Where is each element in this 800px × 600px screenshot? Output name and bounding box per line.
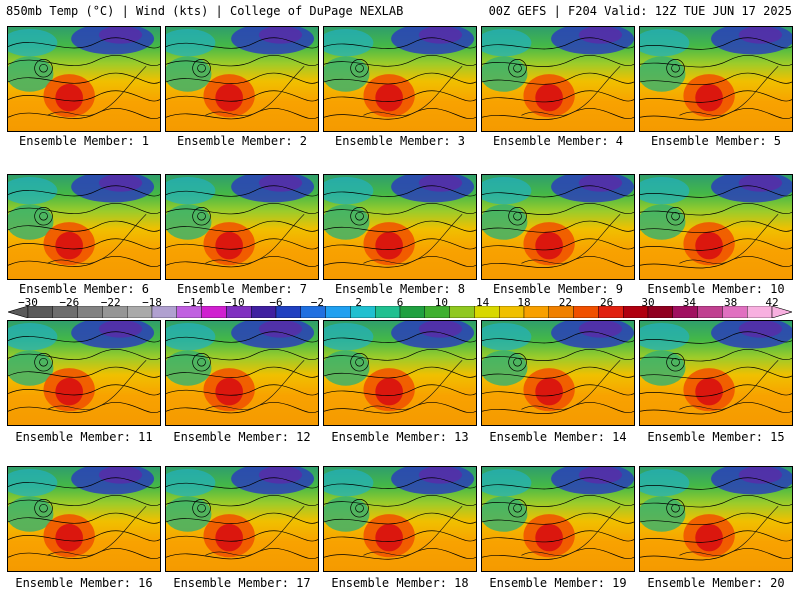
ensemble-member-label: Ensemble Member: 11 [15,430,153,444]
colorbar-tick-label: 2 [355,296,362,309]
ensemble-member-label: Ensemble Member: 2 [176,134,308,148]
ensemble-member-label: Ensemble Member: 5 [650,134,782,148]
ensemble-member-label: Ensemble Member: 1 [18,134,150,148]
colorbar-tick-label: −6 [269,296,283,309]
ensemble-map-panel [323,320,477,426]
ensemble-map-panel [7,466,161,572]
colorbar-tick-label: 38 [724,296,738,309]
colorbar-tick-label: −18 [142,296,162,309]
ensemble-member-label: Ensemble Member: 12 [173,430,311,444]
ensemble-member-label: Ensemble Member: 19 [489,576,627,590]
ensemble-member-label: Ensemble Member: 3 [334,134,466,148]
colorbar-tick-label: −10 [224,296,245,309]
colorbar-tick-label: 14 [476,296,490,309]
colorbar [8,306,792,318]
colorbar-tick-label: −14 [183,296,204,309]
ensemble-member-label: Ensemble Member: 7 [176,282,308,296]
colorbar-tick-label: 26 [600,296,614,309]
ensemble-map-panel [165,320,319,426]
ensemble-member-label: Ensemble Member: 6 [18,282,150,296]
colorbar-tick-label: 42 [765,296,779,309]
ensemble-member-label: Ensemble Member: 10 [647,282,785,296]
ensemble-map-panel [481,466,635,572]
ensemble-map-panel [323,174,477,280]
ensemble-map-panel [639,466,793,572]
header-right: 00Z GEFS | F204 Valid: 12Z TUE JUN 17 20… [488,4,792,18]
ensemble-map-panel [7,26,161,132]
ensemble-member-label: Ensemble Member: 8 [334,282,466,296]
ensemble-member-label: Ensemble Member: 4 [492,134,624,148]
ensemble-map-panel [639,26,793,132]
ensemble-member-label: Ensemble Member: 18 [331,576,469,590]
colorbar-tick-label: 10 [434,296,448,309]
colorbar-tick-label: −26 [59,296,80,309]
ensemble-map-panel [481,320,635,426]
ensemble-map-panel [165,26,319,132]
ensemble-map-panel [323,466,477,572]
ensemble-map-panel [165,466,319,572]
colorbar-tick-label: 18 [517,296,531,309]
ensemble-member-label: Ensemble Member: 20 [647,576,785,590]
colorbar-tick-label: 30 [641,296,655,309]
colorbar-tick-label: −2 [310,296,324,309]
ensemble-member-label: Ensemble Member: 9 [492,282,624,296]
colorbar-tick-label: −22 [100,296,121,309]
ensemble-map-panel [481,174,635,280]
ensemble-map-panel [7,320,161,426]
colorbar-tick-label: 6 [396,296,404,309]
header-left: 850mb Temp (°C) | Wind (kts) | College o… [6,4,404,18]
ensemble-map-panel [481,26,635,132]
ensemble-map-panel [323,26,477,132]
ensemble-member-label: Ensemble Member: 13 [331,430,469,444]
colorbar-tick-label: 22 [558,296,572,309]
ensemble-map-panel [639,174,793,280]
ensemble-map-panel [639,320,793,426]
ensemble-member-label: Ensemble Member: 16 [15,576,153,590]
ensemble-map-panel [7,174,161,280]
ensemble-member-label: Ensemble Member: 14 [489,430,627,444]
ensemble-map-panel [165,174,319,280]
colorbar-tick-label: −30 [18,296,38,309]
ensemble-member-label: Ensemble Member: 15 [647,430,785,444]
ensemble-member-label: Ensemble Member: 17 [173,576,311,590]
colorbar-tick-label: 34 [682,296,696,309]
